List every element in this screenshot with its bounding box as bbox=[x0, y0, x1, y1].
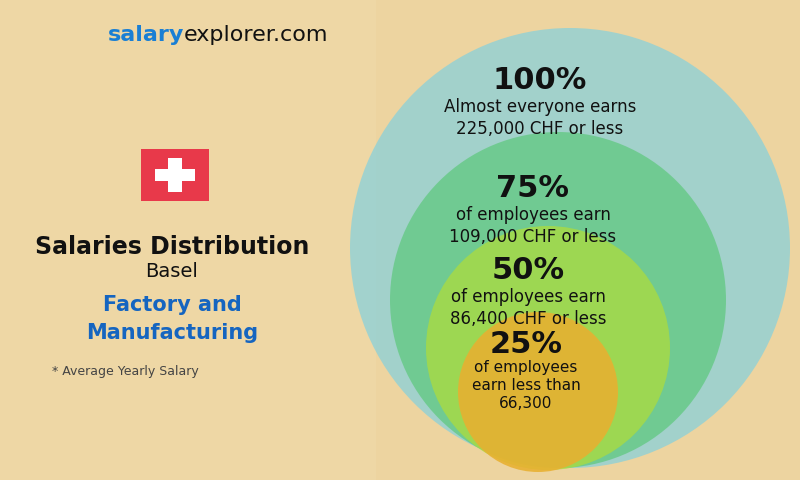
Circle shape bbox=[458, 312, 618, 472]
Text: 100%: 100% bbox=[493, 66, 587, 95]
Text: 25%: 25% bbox=[490, 330, 562, 359]
Bar bbox=[141, 149, 209, 201]
Circle shape bbox=[390, 132, 726, 468]
Text: of employees earn: of employees earn bbox=[450, 288, 606, 306]
Text: of employees: of employees bbox=[474, 360, 578, 375]
Text: Basel: Basel bbox=[146, 262, 198, 281]
Text: * Average Yearly Salary: * Average Yearly Salary bbox=[52, 365, 198, 378]
Text: of employees earn: of employees earn bbox=[455, 206, 610, 224]
Bar bbox=[168, 158, 182, 192]
Bar bbox=[155, 169, 194, 180]
Bar bbox=[0, 0, 376, 480]
Text: explorer.com: explorer.com bbox=[184, 25, 329, 45]
Text: 225,000 CHF or less: 225,000 CHF or less bbox=[456, 120, 624, 138]
Text: salary: salary bbox=[108, 25, 184, 45]
Text: earn less than: earn less than bbox=[472, 378, 580, 393]
Text: 50%: 50% bbox=[491, 256, 565, 285]
Text: 75%: 75% bbox=[497, 174, 570, 203]
Circle shape bbox=[350, 28, 790, 468]
Text: 109,000 CHF or less: 109,000 CHF or less bbox=[450, 228, 617, 246]
Text: Almost everyone earns: Almost everyone earns bbox=[444, 98, 636, 116]
Text: 66,300: 66,300 bbox=[499, 396, 553, 411]
Text: 86,400 CHF or less: 86,400 CHF or less bbox=[450, 310, 606, 328]
Circle shape bbox=[426, 226, 670, 470]
Text: Salaries Distribution: Salaries Distribution bbox=[35, 235, 309, 259]
Text: Factory and
Manufacturing: Factory and Manufacturing bbox=[86, 295, 258, 343]
